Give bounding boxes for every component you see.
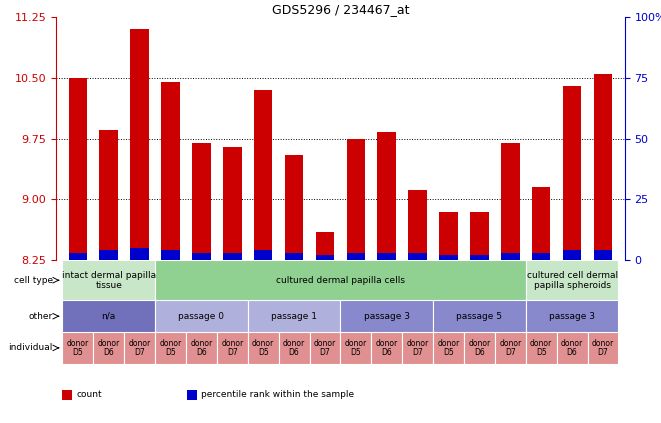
Bar <box>62 390 72 400</box>
Bar <box>309 332 340 364</box>
Bar <box>285 253 303 260</box>
Text: n/a: n/a <box>102 312 116 321</box>
Text: donor
D5: donor D5 <box>252 338 274 357</box>
Bar <box>254 250 272 260</box>
Text: passage 0: passage 0 <box>178 312 224 321</box>
Bar <box>155 300 248 332</box>
Text: cultured dermal papilla cells: cultured dermal papilla cells <box>276 276 405 285</box>
Text: passage 5: passage 5 <box>457 312 502 321</box>
Bar <box>346 253 365 260</box>
Text: passage 1: passage 1 <box>271 312 317 321</box>
Bar <box>433 300 525 332</box>
Bar <box>501 253 520 260</box>
Bar <box>161 82 180 260</box>
Text: donor
D5: donor D5 <box>438 338 459 357</box>
Text: donor
D6: donor D6 <box>283 338 305 357</box>
Bar <box>588 332 619 364</box>
Bar <box>408 190 427 260</box>
Text: donor
D6: donor D6 <box>98 338 120 357</box>
Text: cultured cell dermal
papilla spheroids: cultured cell dermal papilla spheroids <box>527 271 617 290</box>
Bar <box>254 90 272 260</box>
Bar <box>470 212 488 260</box>
Bar <box>279 332 309 364</box>
Text: donor
D5: donor D5 <box>159 338 182 357</box>
Bar <box>433 332 464 364</box>
Bar <box>470 255 488 260</box>
Bar <box>340 300 433 332</box>
Bar <box>223 147 241 260</box>
Text: donor
D7: donor D7 <box>499 338 522 357</box>
Bar <box>563 250 582 260</box>
Text: donor
D7: donor D7 <box>314 338 336 357</box>
Bar <box>377 132 396 260</box>
Bar <box>248 300 340 332</box>
Text: donor
D7: donor D7 <box>128 338 151 357</box>
Bar <box>594 74 612 260</box>
Text: donor
D5: donor D5 <box>530 338 553 357</box>
Bar <box>69 78 87 260</box>
Bar <box>223 253 241 260</box>
Bar <box>285 155 303 260</box>
Text: cell type: cell type <box>14 276 53 285</box>
Bar <box>192 143 211 260</box>
Bar <box>248 332 279 364</box>
Text: donor
D7: donor D7 <box>221 338 243 357</box>
Bar <box>532 253 551 260</box>
Bar <box>525 332 557 364</box>
Bar <box>62 300 155 332</box>
Bar <box>594 250 612 260</box>
Text: donor
D7: donor D7 <box>407 338 429 357</box>
Text: donor
D5: donor D5 <box>345 338 367 357</box>
Text: passage 3: passage 3 <box>549 312 595 321</box>
Text: donor
D6: donor D6 <box>190 338 213 357</box>
Bar <box>161 250 180 260</box>
Text: count: count <box>76 390 102 399</box>
Text: other: other <box>28 312 53 321</box>
Bar <box>316 255 334 260</box>
Bar <box>495 332 525 364</box>
Bar <box>155 260 525 300</box>
Bar <box>501 143 520 260</box>
Bar <box>192 253 211 260</box>
Bar <box>316 232 334 260</box>
Bar <box>377 253 396 260</box>
Bar <box>124 332 155 364</box>
Title: GDS5296 / 234467_at: GDS5296 / 234467_at <box>272 3 409 16</box>
Bar <box>408 253 427 260</box>
Bar <box>62 332 93 364</box>
Bar <box>525 300 619 332</box>
Bar <box>130 29 149 260</box>
Bar <box>371 332 402 364</box>
Bar <box>440 212 458 260</box>
Bar <box>186 332 217 364</box>
Text: passage 3: passage 3 <box>364 312 410 321</box>
Text: intact dermal papilla
tissue: intact dermal papilla tissue <box>61 271 156 290</box>
Bar <box>99 130 118 260</box>
Text: donor
D6: donor D6 <box>375 338 398 357</box>
Text: donor
D5: donor D5 <box>67 338 89 357</box>
Bar <box>464 332 495 364</box>
Bar <box>69 253 87 260</box>
Bar <box>525 260 619 300</box>
Bar <box>440 255 458 260</box>
Bar <box>130 248 149 260</box>
Bar <box>155 332 186 364</box>
Bar <box>93 332 124 364</box>
Text: donor
D6: donor D6 <box>561 338 583 357</box>
Bar <box>99 250 118 260</box>
Bar <box>187 390 197 400</box>
Bar <box>557 332 588 364</box>
Bar <box>402 332 433 364</box>
Bar <box>346 139 365 260</box>
Bar <box>340 332 371 364</box>
Bar <box>217 332 248 364</box>
Text: donor
D7: donor D7 <box>592 338 614 357</box>
Bar <box>563 86 582 260</box>
Bar <box>532 187 551 260</box>
Bar <box>62 260 155 300</box>
Text: individual: individual <box>9 343 53 352</box>
Text: donor
D6: donor D6 <box>468 338 490 357</box>
Text: percentile rank within the sample: percentile rank within the sample <box>201 390 354 399</box>
